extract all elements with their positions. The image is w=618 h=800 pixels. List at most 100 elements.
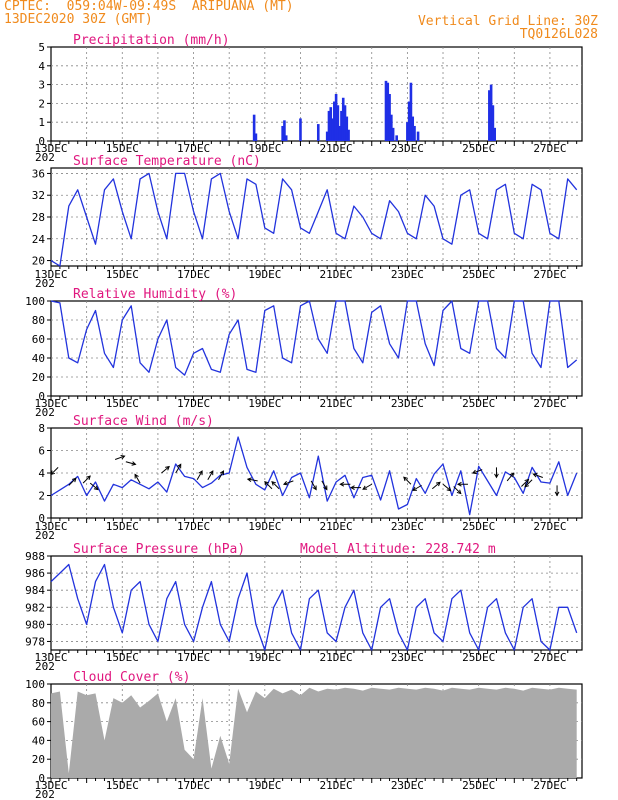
wind-arrow-shaft [82, 475, 91, 484]
precip-bar [341, 97, 345, 141]
precip-bar [281, 125, 284, 141]
wind-arrow-head [71, 477, 77, 483]
xtick-label: 23DEC [391, 397, 424, 410]
wind-arrow [207, 470, 214, 481]
wind-arrow-shaft [472, 469, 483, 474]
wind-arrow [175, 463, 182, 474]
precip-bar [334, 94, 338, 141]
pres-subtitle: Model Altitude: 228.742 m [300, 542, 496, 557]
wind-arrow-head [524, 478, 530, 484]
wind-arrow-head [264, 480, 269, 486]
ytick-label: 4 [38, 467, 45, 480]
wind-arrow-shaft [50, 467, 59, 475]
wind-arrow-head [435, 481, 441, 487]
precip-bar [493, 127, 496, 141]
precip-bar [491, 105, 495, 141]
precip-bar [406, 122, 409, 141]
precip-panel: 0 1 2 3 4 5 13DEC 15DEC 17DEC 19DEC 21DEC 23DEC 25DE… [34, 33, 583, 164]
xtick-label: 19DEC [248, 779, 281, 792]
ytick-label: 2 [38, 97, 45, 110]
wind-arrow-head [209, 470, 214, 476]
wind-arrow-shaft [271, 481, 280, 490]
year-label: 202 [35, 660, 55, 673]
xtick-label: 13DEC [34, 779, 67, 792]
xtick-label: 23DEC [391, 142, 424, 155]
year-label: 202 [35, 277, 55, 290]
wind-arrow-head [339, 481, 345, 487]
ytick-label: 32 [32, 189, 45, 202]
wind-arrow-shaft [89, 482, 99, 490]
precip-bar [347, 129, 350, 141]
ytick-label: 5 [38, 41, 45, 54]
precip-bar [299, 118, 302, 141]
xtick-label: 15DEC [106, 779, 139, 792]
xtick-label: 15DEC [106, 397, 139, 410]
wind-arrow-head [446, 486, 452, 492]
wind-arrow [161, 465, 170, 474]
ytick-label: 60 [32, 333, 45, 346]
wind-arrow [218, 470, 225, 481]
ytick-label: 0 [38, 772, 45, 785]
xtick-label: 21DEC [320, 651, 353, 664]
precip-bar [316, 124, 320, 141]
precip-bar [338, 125, 341, 141]
ytick-label: 6 [38, 445, 45, 458]
precip-bar [391, 127, 395, 141]
xtick-label: 25DEC [462, 779, 495, 792]
wind-arrow-shaft [362, 483, 372, 490]
xtick-label: 13DEC [34, 268, 67, 281]
ytick-label: 0 [38, 512, 45, 525]
ytick-label: 20 [32, 371, 45, 384]
ytick-label: 988 [25, 550, 45, 563]
wind-arrow [282, 480, 294, 486]
wind-arrow [264, 480, 273, 490]
xtick-label: 17DEC [177, 779, 210, 792]
ytick-label: 100 [25, 678, 45, 691]
wind-arrow [82, 475, 91, 484]
xtick-label: 19DEC [248, 397, 281, 410]
ytick-label: 80 [32, 314, 45, 327]
xtick-label: 21DEC [320, 142, 353, 155]
precip-bar [333, 101, 336, 141]
wind-arrow-head [50, 470, 56, 476]
wind-panel: 0 2 4 6 8 13DEC 15DEC 17DEC 19DEC 21DEC 23DEC 25DEC… [34, 414, 583, 542]
wind-arrow [246, 477, 258, 483]
xtick-label: 15DEC [106, 268, 139, 281]
wind-arrow-head [362, 485, 368, 490]
ytick-label: 40 [32, 734, 45, 747]
xtick-label: 15DEC [106, 520, 139, 533]
precip-bar [488, 90, 491, 141]
wind-arrow-shaft [207, 470, 214, 481]
xtick-label: 27DEC [533, 142, 566, 155]
precip-bar [409, 82, 413, 141]
wind-arrow [114, 454, 126, 460]
precip-bar [327, 110, 331, 141]
wind-arrow-shaft [412, 484, 422, 491]
wind-arrow [453, 486, 462, 495]
wind-arrow [524, 479, 533, 488]
rh-frame [50, 300, 583, 397]
ytick-label: 20 [32, 753, 45, 766]
wind-arrow [134, 473, 141, 484]
temp-title: Surface Temperature (nC) [73, 154, 261, 169]
wind-arrow [494, 467, 499, 479]
wind-arrow-shaft [442, 483, 451, 492]
precip-bar [329, 107, 333, 141]
year-label: 202 [35, 788, 55, 800]
wind-arrow [89, 482, 99, 491]
xtick-label: 19DEC [248, 520, 281, 533]
wind-arrow [50, 467, 59, 476]
wind-arrow-head [456, 489, 462, 495]
wind-arrow-head [412, 486, 417, 491]
ytick-label: 20 [32, 255, 45, 268]
cloud-title: Cloud Cover (%) [73, 670, 190, 685]
rh-title: Relative Humidity (%) [73, 287, 237, 302]
year-label: 202 [35, 151, 55, 164]
wind-arrow [125, 461, 137, 466]
ytick-label: 980 [25, 618, 45, 631]
wind-arrow [506, 472, 515, 482]
wind-arrow-shaft [321, 480, 328, 490]
precip-bar [254, 133, 258, 141]
ytick-label: 100 [25, 295, 45, 308]
wind-arrow-shaft [403, 476, 412, 485]
